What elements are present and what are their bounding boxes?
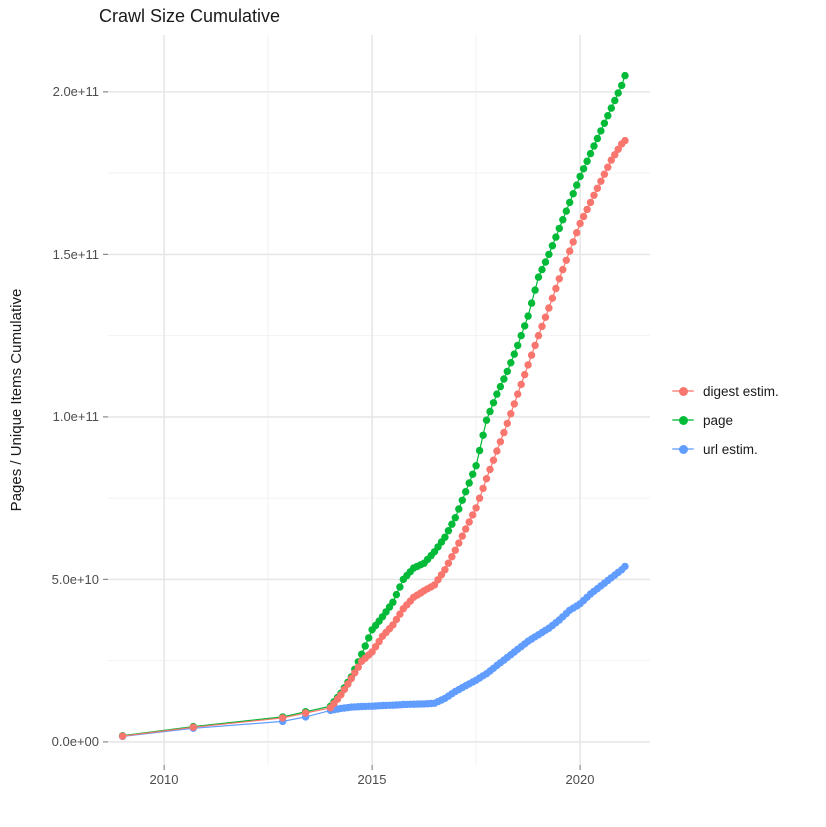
x-tick-label: 2020 bbox=[565, 772, 595, 787]
legend: digest estim. page url estim. bbox=[672, 381, 779, 468]
y-tick-label: 2.0e+11 bbox=[52, 84, 99, 99]
y-tick-label: 1.5e+11 bbox=[52, 247, 99, 262]
legend-key-digest bbox=[672, 384, 694, 398]
y-tick-label: 0.0e+00 bbox=[51, 734, 99, 749]
legend-dot-icon bbox=[678, 386, 688, 396]
legend-key-url bbox=[672, 442, 694, 456]
x-tick-label: 2010 bbox=[149, 772, 179, 787]
legend-item-url: url estim. bbox=[672, 439, 779, 459]
legend-label: page bbox=[703, 412, 734, 428]
legend-label: digest estim. bbox=[703, 383, 779, 399]
legend-label: url estim. bbox=[703, 441, 758, 457]
legend-item-page: page bbox=[672, 410, 779, 430]
page-title: Crawl Size Cumulative bbox=[99, 6, 281, 26]
y-tick-label: 5.0e+10 bbox=[51, 572, 99, 587]
x-tick-label: 2015 bbox=[357, 772, 387, 787]
legend-dot-icon bbox=[678, 415, 688, 425]
y-tick-label: 1.0e+11 bbox=[52, 409, 99, 424]
legend-dot-icon bbox=[678, 444, 688, 454]
legend-item-digest: digest estim. bbox=[672, 381, 779, 401]
legend-key-page bbox=[672, 413, 694, 427]
